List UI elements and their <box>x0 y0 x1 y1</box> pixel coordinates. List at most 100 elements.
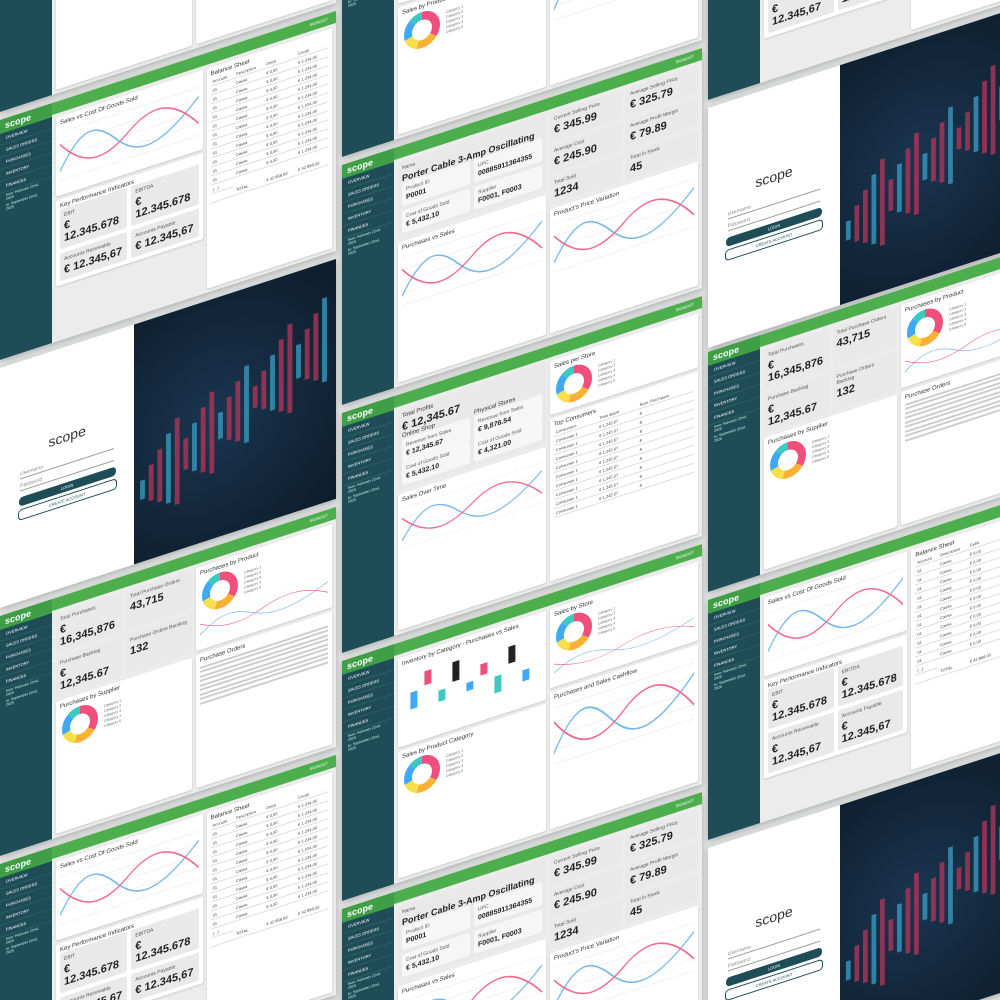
chart-card: Sales vs Cost Of Goods Sold <box>56 70 203 197</box>
cell: TOTAL <box>234 176 265 195</box>
candle <box>982 820 987 894</box>
candle <box>862 929 868 984</box>
grid-line <box>200 582 328 625</box>
donut-segment <box>62 705 98 743</box>
signout[interactable]: SIGNOUT <box>675 549 694 561</box>
chart-card: Sales vs Cost Of Goods Sold <box>764 551 908 677</box>
candle <box>261 369 267 410</box>
grid-line <box>402 211 542 258</box>
donut <box>60 0 100 7</box>
login-screen: scope Username Password LOGIN CREATE ACCOUNT <box>708 740 1000 1000</box>
content: Total Profits € 12,345.67 Online Shop Reven… <box>398 313 698 631</box>
grid-line <box>402 502 542 549</box>
signout[interactable]: SIGNOUT <box>309 16 328 28</box>
candle <box>879 158 885 247</box>
grid-line <box>768 580 904 625</box>
background-image <box>840 0 1000 306</box>
chart-card: Sales Over Time <box>398 446 546 631</box>
candle <box>862 189 868 244</box>
line-chart <box>59 87 200 181</box>
left-stack: Inventory by Category - Purchases vs Sal… <box>398 610 546 879</box>
signout[interactable]: SIGNOUT <box>675 53 694 65</box>
right-stack: Current Selling Price € 345.99 Average Sel… <box>550 65 698 334</box>
legend: Category 1 Category 2 Category 3 Category 4… <box>104 698 121 729</box>
donut-segment <box>202 571 238 610</box>
candle <box>905 147 911 214</box>
donut-segment <box>404 755 440 793</box>
stat-value: € 12.345,67 <box>842 0 900 6</box>
grid-line <box>60 831 199 877</box>
candle <box>982 80 987 154</box>
donut-segment <box>556 612 592 651</box>
candle <box>931 877 936 922</box>
decorative-bar <box>494 674 502 694</box>
cell: € 42.868,00 <box>967 647 999 667</box>
grid-line <box>768 592 904 637</box>
grid-line <box>554 970 694 1000</box>
donut <box>404 11 440 49</box>
grid-line <box>554 0 694 21</box>
donut-segment <box>556 364 592 403</box>
decorative-bar <box>466 680 474 692</box>
content: Inventory by Category - Purchases vs Sal… <box>398 561 698 879</box>
grid-line <box>554 190 694 237</box>
series-line <box>767 588 904 639</box>
grid-line <box>60 135 199 181</box>
candle <box>227 395 232 441</box>
grid-line <box>905 325 1000 367</box>
login-screen: scope Username Password LOGIN CREATE ACCOUNT <box>0 258 336 608</box>
candle <box>922 892 928 921</box>
line-chart <box>553 662 695 765</box>
candle <box>871 913 877 985</box>
donut <box>556 612 592 651</box>
grid-line <box>402 259 542 306</box>
candle <box>948 846 953 925</box>
signout[interactable]: SIGNOUT <box>309 512 328 524</box>
series-line <box>59 107 200 159</box>
grid-line <box>402 979 542 1000</box>
cashflow-card: Purchases and Sales Cashflow <box>550 644 698 830</box>
donut-segment <box>556 364 592 403</box>
donut <box>202 571 238 610</box>
candle <box>175 417 180 506</box>
legend: Category 1 Category 2 Category 3 Category 4… <box>949 302 966 333</box>
series-line <box>401 220 543 297</box>
donut-segment <box>404 11 440 49</box>
signout[interactable]: SIGNOUT <box>675 797 694 809</box>
decorative-bar <box>508 644 516 664</box>
series-line <box>553 625 695 665</box>
grid-line <box>554 662 694 709</box>
candle <box>931 137 936 182</box>
candle <box>922 152 928 181</box>
signout[interactable]: SIGNOUT <box>309 760 328 772</box>
grid-line <box>402 482 542 529</box>
grid-line <box>402 967 542 1000</box>
line-chart <box>199 577 329 639</box>
candle <box>140 479 146 500</box>
candle <box>956 126 962 150</box>
grid-line <box>60 99 199 145</box>
left-stack: Name Porter Cable 3-Amp Oscillating Produc… <box>398 858 546 1000</box>
balance-card: Balance SheetAccountDescriptionDebitCred… <box>911 510 1000 770</box>
candle <box>897 903 902 953</box>
donut-segment <box>770 441 806 479</box>
donut-segment <box>770 441 806 479</box>
signout[interactable]: SIGNOUT <box>675 301 694 313</box>
grid-line <box>905 315 1000 357</box>
grid-line <box>768 568 904 613</box>
grid-line <box>554 718 694 765</box>
